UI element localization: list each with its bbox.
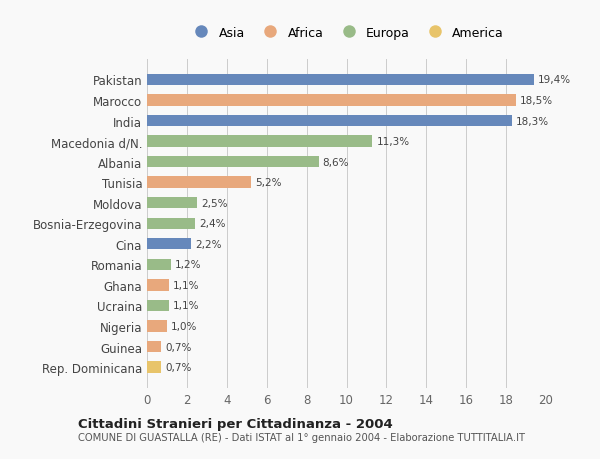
Bar: [147, 239, 191, 250]
Bar: [147, 136, 373, 147]
Bar: [147, 218, 195, 230]
Text: 0,7%: 0,7%: [165, 342, 191, 352]
Text: 2,2%: 2,2%: [195, 239, 221, 249]
Text: 5,2%: 5,2%: [255, 178, 281, 188]
Text: 11,3%: 11,3%: [376, 137, 410, 147]
Text: 8,6%: 8,6%: [323, 157, 349, 167]
Bar: [147, 321, 167, 332]
Text: 1,1%: 1,1%: [173, 301, 199, 311]
Text: 19,4%: 19,4%: [538, 75, 571, 85]
Bar: [147, 300, 169, 311]
Text: COMUNE DI GUASTALLA (RE) - Dati ISTAT al 1° gennaio 2004 - Elaborazione TUTTITAL: COMUNE DI GUASTALLA (RE) - Dati ISTAT al…: [78, 432, 525, 442]
Text: 2,5%: 2,5%: [201, 198, 227, 208]
Text: 1,2%: 1,2%: [175, 260, 202, 270]
Bar: [147, 280, 169, 291]
Bar: [147, 116, 512, 127]
Bar: [147, 157, 319, 168]
Text: Cittadini Stranieri per Cittadinanza - 2004: Cittadini Stranieri per Cittadinanza - 2…: [78, 417, 393, 430]
Text: 0,7%: 0,7%: [165, 362, 191, 372]
Bar: [147, 362, 161, 373]
Text: 18,3%: 18,3%: [516, 116, 549, 126]
Bar: [147, 259, 171, 270]
Bar: [147, 177, 251, 188]
Text: 1,1%: 1,1%: [173, 280, 199, 290]
Text: 18,5%: 18,5%: [520, 96, 553, 106]
Bar: [147, 75, 534, 86]
Text: 1,0%: 1,0%: [171, 321, 197, 331]
Legend: Asia, Africa, Europa, America: Asia, Africa, Europa, America: [189, 27, 504, 39]
Bar: [147, 341, 161, 353]
Bar: [147, 198, 197, 209]
Text: 2,4%: 2,4%: [199, 219, 226, 229]
Bar: [147, 95, 516, 106]
